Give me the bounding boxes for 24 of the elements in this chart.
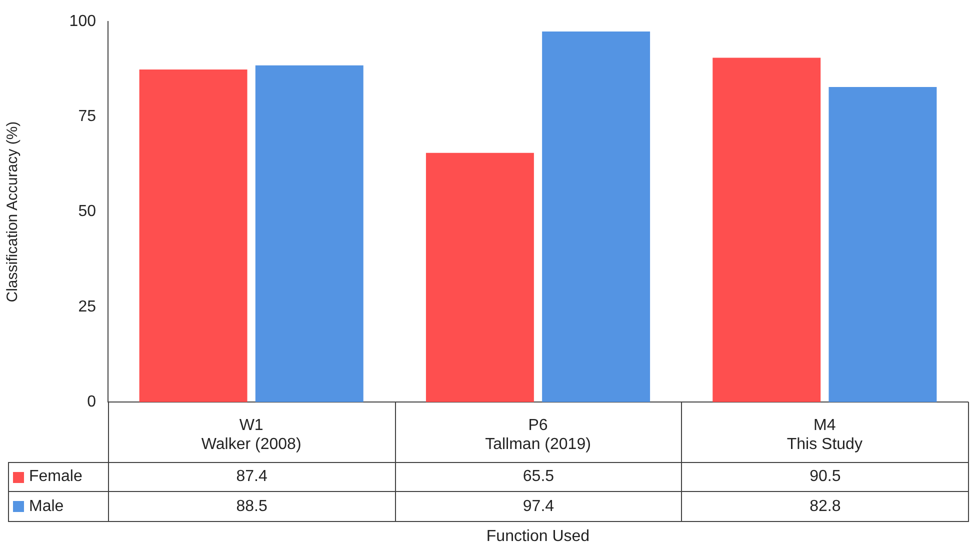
y-tick-label: 0 bbox=[87, 393, 96, 410]
x-tick-label: P6 Tallman (2019) bbox=[485, 417, 591, 454]
data-label: 65.5 bbox=[396, 462, 682, 492]
bar bbox=[255, 65, 364, 402]
data-label: 90.5 bbox=[682, 462, 969, 492]
bar bbox=[426, 152, 534, 402]
bar bbox=[712, 58, 821, 402]
x-tick-label: M4 This Study bbox=[786, 417, 862, 454]
y-axis-title: Classification Accuracy (%) bbox=[4, 121, 22, 302]
bar bbox=[542, 31, 650, 402]
y-tick-label: 50 bbox=[78, 203, 96, 220]
x-tick-label: W1 Walker (2008) bbox=[201, 417, 302, 454]
legend-label: Male bbox=[29, 498, 64, 516]
y-tick-label: 75 bbox=[78, 108, 96, 126]
data-label: 82.8 bbox=[682, 492, 969, 522]
data-label: 88.5 bbox=[109, 492, 396, 522]
data-label: 97.4 bbox=[396, 492, 682, 522]
y-tick-label: 100 bbox=[69, 13, 96, 30]
bar bbox=[828, 87, 937, 402]
data-label: 87.4 bbox=[109, 462, 396, 492]
x-axis-title: Function Used bbox=[485, 528, 591, 546]
legend-label: Female bbox=[29, 468, 82, 486]
y-tick-label: 25 bbox=[78, 298, 96, 316]
bar bbox=[139, 70, 248, 402]
